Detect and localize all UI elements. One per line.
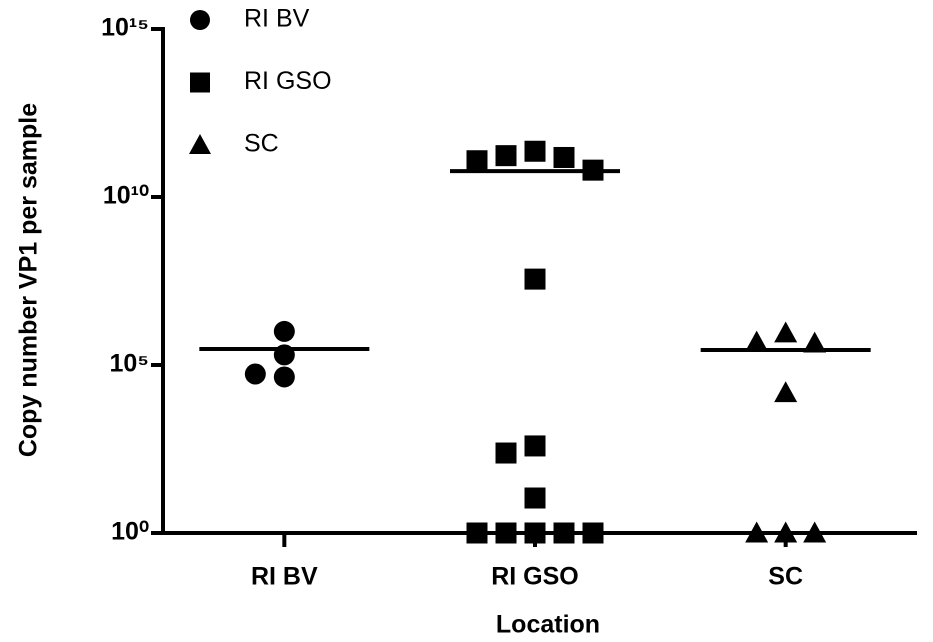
y-tick-label: 10¹⁰	[103, 182, 149, 210]
data-point	[774, 381, 798, 403]
x-axis-label: Location	[496, 611, 600, 639]
data-point	[803, 331, 827, 353]
data-point	[273, 366, 295, 388]
data-point	[244, 363, 266, 385]
y-tick-label: 10⁵	[109, 350, 149, 378]
data-point	[524, 268, 546, 290]
data-point	[495, 442, 517, 464]
data-point	[466, 150, 488, 172]
data-point	[553, 522, 575, 544]
y-tick-label: 10⁰	[111, 518, 149, 546]
data-point	[524, 522, 546, 544]
legend-marker	[190, 10, 210, 30]
x-tick-label: RI BV	[251, 563, 318, 591]
y-tick-label: 10¹⁵	[101, 14, 149, 42]
x-tick-label: SC	[768, 563, 803, 591]
data-point	[524, 140, 546, 162]
data-point	[803, 521, 827, 543]
data-point	[553, 146, 575, 168]
y-axis-label: Copy number VP1 per sample	[15, 103, 43, 457]
legend-marker	[190, 72, 210, 93]
data-point	[524, 487, 546, 509]
data-point	[774, 321, 798, 343]
legend-marker	[189, 134, 211, 154]
data-point	[466, 522, 488, 544]
data-point	[495, 145, 517, 167]
legend-label: RI BV	[244, 5, 310, 33]
data-point	[582, 522, 604, 544]
data-point	[774, 521, 798, 543]
data-point	[745, 521, 769, 543]
legend-label: SC	[244, 130, 279, 158]
data-point	[524, 435, 546, 457]
data-point	[495, 522, 517, 544]
data-point	[745, 330, 769, 352]
x-tick-label: RI GSO	[491, 563, 579, 591]
data-point	[273, 320, 295, 342]
legend-label: RI GSO	[244, 67, 332, 95]
